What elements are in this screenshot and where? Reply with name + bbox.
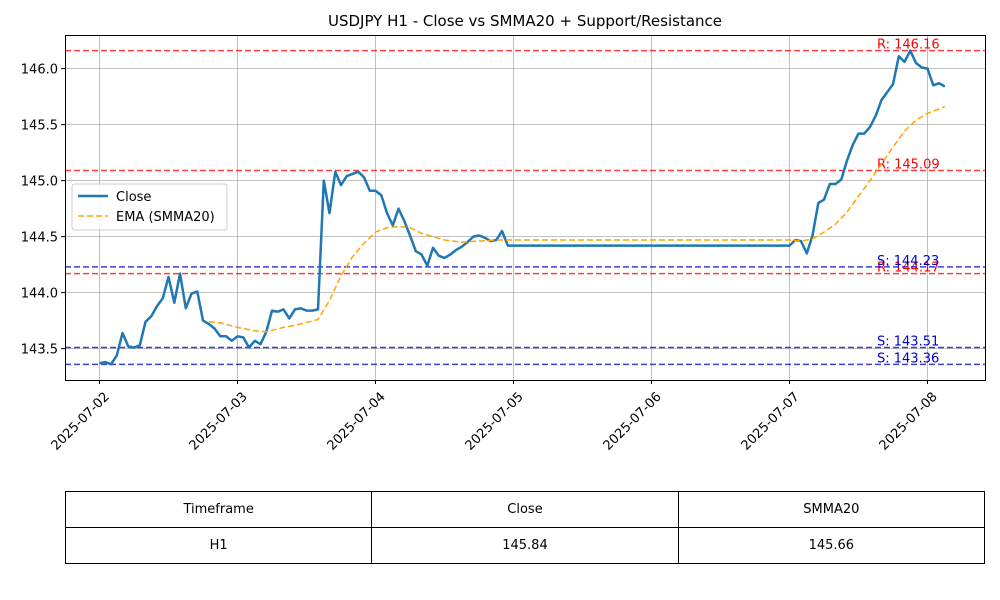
summary-table: Timeframe Close SMMA20 H1 145.84 145.66: [64, 491, 986, 564]
table-header-cell: Close: [371, 491, 679, 528]
level-label: S: 144.23: [877, 254, 939, 269]
table-cell: 145.84: [371, 527, 679, 564]
legend-box: [71, 183, 228, 231]
level-label: S: 143.51: [877, 335, 939, 350]
level-lines: R: 146.16 R: 145.09 R: 144.17S: 144.23 S: 1…: [65, 38, 985, 366]
x-tick-label: 2025-07-03: [187, 390, 251, 454]
grid: [65, 35, 985, 380]
y-tick-label: 145.0: [21, 175, 58, 190]
x-tick-label: 2025-07-02: [49, 390, 113, 454]
y-tick-label: 145.5: [21, 119, 58, 134]
table-header-row: Timeframe Close SMMA20: [64, 491, 986, 528]
x-tick-label: 2025-07-07: [739, 390, 803, 454]
table-header-cell: SMMA20: [677, 491, 986, 528]
level-label: R: 145.09: [877, 158, 940, 173]
table-cell: 145.66: [677, 527, 986, 564]
y-axis: 143.5 144.0 144.5 145.0 145.5 146.0: [21, 63, 65, 358]
x-tick-label: 2025-07-06: [601, 390, 665, 454]
level-label: R: 146.16: [877, 38, 940, 53]
x-tick-label: 2025-07-05: [463, 390, 527, 454]
y-tick-label: 144.5: [21, 231, 58, 246]
legend-close-label: Close: [116, 190, 151, 205]
x-axis: 2025-07-02 2025-07-03 2025-07-04 2025-07-05…: [49, 380, 941, 454]
y-tick-label: 144.0: [21, 287, 58, 302]
table-cell: H1: [64, 527, 373, 564]
legend-ema-label: EMA (SMMA20): [116, 210, 215, 225]
level-label: R: 144.17: [877, 261, 940, 276]
y-tick-label: 143.5: [21, 343, 58, 358]
x-tick-label: 2025-07-08: [877, 390, 941, 454]
level-label: S: 143.36: [877, 351, 939, 366]
close-line: [99, 49, 946, 366]
line-chart: USDJPY H1 - Close vs SMMA20 + Support/Re…: [21, 12, 986, 454]
y-tick-label: 146.0: [21, 63, 58, 78]
smma-line: [208, 106, 946, 333]
table-row: H1 145.84 145.66: [64, 527, 986, 564]
chart-title: USDJPY H1 - Close vs SMMA20 + Support/Re…: [328, 12, 722, 30]
x-tick-label: 2025-07-04: [325, 390, 389, 454]
legend: Close EMA (SMMA20): [71, 183, 228, 231]
table-header-cell: Timeframe: [64, 491, 373, 528]
series-lines: [99, 49, 946, 366]
plot-frame: [65, 35, 986, 381]
